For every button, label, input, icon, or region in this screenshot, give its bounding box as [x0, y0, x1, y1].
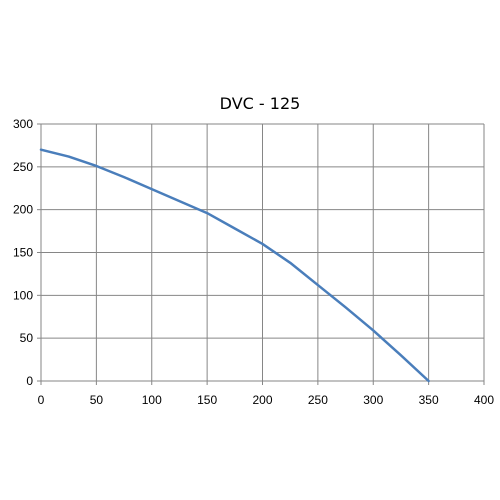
grid: [40, 123, 485, 382]
axes: [37, 123, 485, 385]
series-layer: [39, 148, 430, 383]
x-tick-label: 300: [363, 393, 383, 407]
y-tick-label: 300: [13, 117, 33, 131]
y-tick-label: 100: [13, 288, 33, 302]
x-tick-label: 100: [142, 393, 162, 407]
tick-labels: 0 50 100 150 200 250 300 0 50 100 150 200 250 300 350 4…: [13, 117, 494, 407]
y-tick-label: 150: [13, 246, 33, 260]
chart-title: DVC - 125: [220, 94, 301, 113]
x-tick-label: 50: [90, 393, 104, 407]
x-tick-label: 200: [252, 393, 272, 407]
y-tick-label: 250: [13, 160, 33, 174]
x-tick-label: 0: [38, 393, 45, 407]
y-tick-label: 50: [20, 331, 34, 345]
x-tick-label: 400: [474, 393, 494, 407]
y-tick-label: 200: [13, 203, 33, 217]
series-line-1: [39, 148, 430, 383]
x-tick-label: 350: [419, 393, 439, 407]
x-tick-label: 150: [197, 393, 217, 407]
x-tick-label: 250: [308, 393, 328, 407]
y-tick-label: 0: [26, 374, 33, 388]
